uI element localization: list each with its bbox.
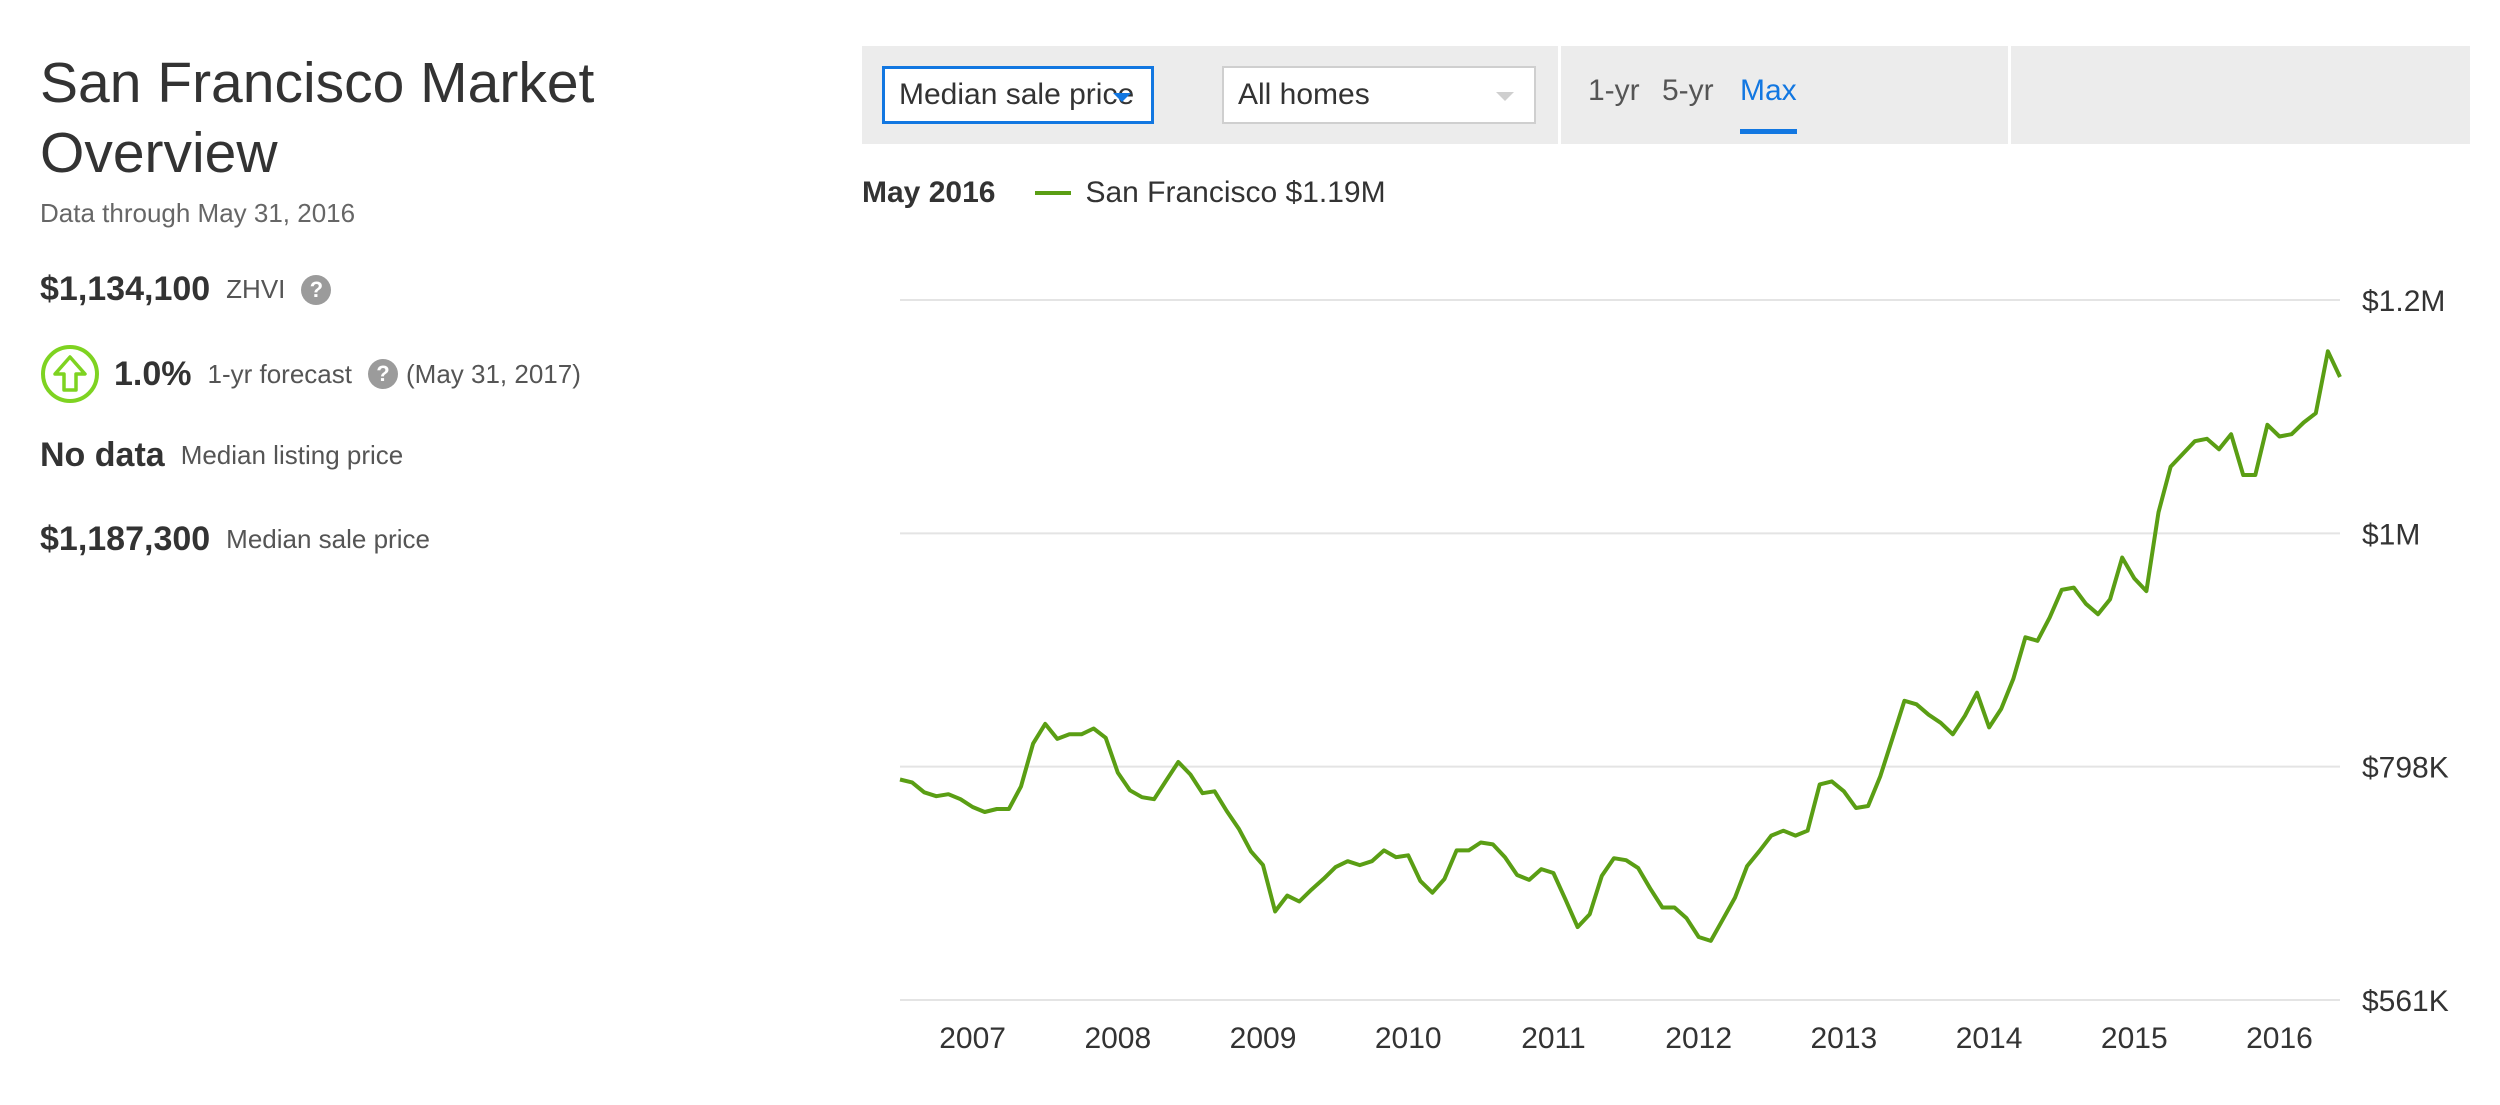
x-tick-label: 2008	[1084, 1022, 1151, 1055]
zhvi-label: ZHVI	[226, 274, 286, 304]
market-summary: San Francisco Market Overview Data throu…	[40, 48, 800, 229]
x-tick-label: 2011	[1521, 1022, 1586, 1055]
data-through-date: Data through May 31, 2016	[40, 198, 356, 228]
sale-price-row: $1,187,300 Median sale price	[40, 520, 430, 559]
y-tick-label: $561K	[2362, 985, 2449, 1018]
arrow-up-circle-icon	[41, 345, 99, 403]
series-line-san-francisco[interactable]	[899, 349, 2342, 943]
legend-series-label: San Francisco $1.19M	[1085, 176, 1386, 209]
zhvi-row: $1,134,100 ZHVI ?	[40, 270, 332, 309]
toolbar-divider	[2008, 46, 2011, 144]
x-tick-label: 2015	[2101, 1022, 2168, 1055]
sale-price-label: Median sale price	[226, 524, 430, 554]
metric-select[interactable]: Median sale price	[882, 66, 1154, 124]
caret-down-icon	[1496, 92, 1514, 101]
listing-price-label: Median listing price	[180, 440, 404, 470]
forecast-date: (May 31, 2017)	[406, 358, 581, 389]
x-tick-label: 2009	[1230, 1022, 1297, 1055]
series-layer	[899, 349, 2342, 943]
forecast-value: 1.0%	[114, 354, 192, 393]
toolbar-divider	[1558, 46, 1561, 144]
x-tick-label: 2014	[1956, 1022, 2023, 1055]
y-axis-labels: $561K $798K $1M $1.2M	[2362, 285, 2449, 1018]
home-type-select[interactable]: All homes	[1222, 66, 1536, 124]
sale-price-value: $1,187,300	[40, 520, 211, 558]
grid-lines	[900, 299, 2340, 1001]
tab-5-yr[interactable]: 5-yr	[1662, 74, 1714, 107]
x-tick-label: 2012	[1665, 1022, 1732, 1055]
forecast-row: 1.0% 1-yr forecast ? (May 31, 2017)	[40, 344, 581, 404]
listing-price-row: No data Median listing price	[40, 436, 403, 475]
y-tick-label: $1M	[2362, 518, 2420, 551]
tab-max[interactable]: Max	[1740, 74, 1797, 134]
y-tick-label: $798K	[2362, 752, 2449, 785]
chart-toolbar: Median sale price All homes 1-yr 5-yr Ma…	[862, 46, 2470, 144]
forecast-help-icon[interactable]: ?	[368, 359, 398, 389]
listing-price-value: No data	[40, 436, 165, 474]
zhvi-value: $1,134,100	[40, 270, 211, 308]
x-tick-label: 2007	[939, 1022, 1006, 1055]
caret-down-icon	[1113, 93, 1131, 102]
home-type-select-value: All homes	[1238, 78, 1370, 111]
tab-1-yr[interactable]: 1-yr	[1588, 74, 1640, 107]
chart-legend: May 2016 San Francisco $1.19M	[862, 176, 1386, 210]
x-tick-label: 2013	[1810, 1022, 1877, 1055]
x-tick-label: 2016	[2246, 1022, 2313, 1055]
metric-select-value: Median sale price	[899, 78, 1135, 111]
legend-swatch	[1035, 191, 1072, 195]
forecast-label: 1-yr forecast	[207, 358, 353, 389]
legend-date: May 2016	[862, 176, 996, 209]
x-axis-labels: 2007 2008 2009 2010 2011 2012 2013 2014 2015 2016	[939, 1022, 2313, 1055]
zhvi-help-icon[interactable]: ?	[301, 274, 332, 305]
x-tick-label: 2010	[1375, 1022, 1442, 1055]
page-title: San Francisco Market Overview	[40, 51, 595, 185]
y-tick-label: $1.2M	[2362, 285, 2445, 318]
